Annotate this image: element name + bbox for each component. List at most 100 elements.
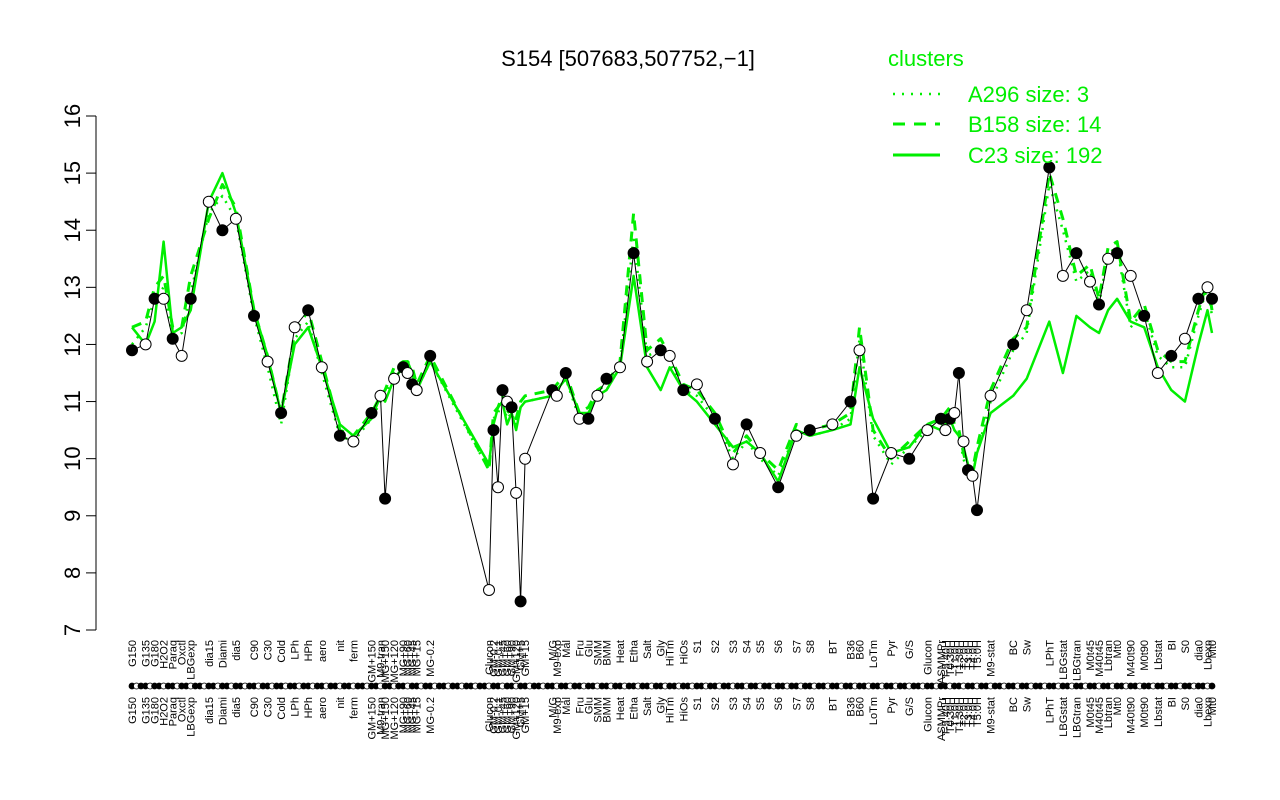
- x-tick-label-lower: GM+150: [367, 697, 379, 740]
- y-tick-label: 11: [60, 390, 85, 413]
- x-tick-label: GM+60: [502, 640, 514, 676]
- data-point: [487, 424, 500, 437]
- data-point: [166, 332, 179, 345]
- x-tick-label: Pyr: [886, 640, 898, 657]
- x-tick-label: BMM: [602, 640, 614, 666]
- x-tick-label-lower: GM+5: [516, 697, 528, 727]
- x-axis: G150G150G135G135G180G180H2O2H2O2ParaqPar…: [127, 639, 1219, 741]
- x-tick-label-lower: GM+45: [498, 697, 510, 733]
- data-point: [948, 407, 961, 419]
- x-tick-label: GM+120: [511, 640, 523, 683]
- x-tick-label: LBGstat: [1058, 640, 1070, 680]
- x-tick-label-lower: Mt0: [1112, 697, 1124, 715]
- data-point: [790, 429, 803, 442]
- x-tick-label-lower: BMM: [602, 697, 614, 723]
- data-point: [803, 424, 816, 437]
- data-point: [690, 378, 703, 391]
- x-tick-label-lower: M40t45: [1094, 697, 1106, 734]
- x-tick-label: S3: [728, 640, 740, 653]
- x-tick-label: MG+90: [398, 640, 410, 676]
- x-tick-label-lower: Glucon: [922, 697, 934, 732]
- x-tick-label-lower: MG+45: [407, 697, 419, 733]
- data-points: [126, 161, 1218, 608]
- data-point: [496, 384, 509, 397]
- x-tick-label-lower: G/S: [904, 697, 916, 716]
- x-tick-label: M40t45: [1094, 640, 1106, 677]
- y-tick-label: 7: [60, 624, 85, 636]
- data-point: [1093, 298, 1105, 311]
- data-point: [740, 418, 753, 431]
- x-tick-label: Mt0: [1207, 640, 1219, 658]
- x-tick-label-lower: LPh: [290, 697, 302, 717]
- x-tick-label: GM+45: [498, 640, 510, 676]
- x-tick-label-lower: Lbtran: [1103, 697, 1115, 728]
- data-point: [492, 481, 504, 494]
- x-tick-label: GM+5: [516, 640, 528, 670]
- x-tick-label: S7: [791, 640, 803, 653]
- data-point: [1138, 309, 1151, 322]
- x-tick-label: H2O2: [159, 640, 171, 669]
- x-tick-label: S0: [1180, 640, 1192, 653]
- data-point: [379, 492, 392, 505]
- data-point: [184, 292, 197, 305]
- x-tick-label-lower: Lbexp: [1203, 697, 1215, 727]
- x-tick-label-lower: Diami: [217, 697, 229, 725]
- x-tick-label-lower: B36: [846, 697, 858, 717]
- x-tick-label-lower: T1.0H: [949, 697, 961, 727]
- x-tick-label: Lbtran: [1103, 640, 1115, 671]
- x-tick-label-lower: C90: [249, 697, 261, 717]
- legend-entry-b158: B158 size: 14: [968, 112, 1101, 137]
- x-tick-label: G135: [141, 640, 153, 667]
- data-point: [519, 452, 532, 465]
- x-tick-label: G180: [150, 640, 162, 667]
- x-tick-label: LPh: [290, 640, 302, 660]
- x-tick-label-lower: S3: [728, 697, 740, 710]
- data-point: [853, 344, 866, 357]
- x-tick-label: Sw: [1022, 640, 1034, 655]
- x-tick-label-lower: nit: [335, 697, 347, 709]
- points-connector-line: [131, 167, 1213, 602]
- data-point: [1020, 304, 1033, 317]
- data-point: [288, 321, 301, 334]
- x-tick-label-lower: T3.0H: [963, 697, 975, 727]
- x-tick-label: G/S: [904, 640, 916, 659]
- x-tick-label: MG+45: [407, 640, 419, 676]
- data-point: [952, 367, 965, 379]
- data-point: [1084, 275, 1096, 288]
- x-tick-label-lower: LBGstat: [1058, 697, 1070, 737]
- x-tick-label-lower: Pyr: [886, 697, 898, 714]
- data-point: [315, 361, 328, 374]
- x-tick-label-lower: HiOs: [678, 697, 690, 722]
- y-tick-label: 9: [60, 510, 85, 522]
- x-tick-label: Mt0: [1112, 640, 1124, 658]
- y-tick-label: 15: [60, 161, 85, 185]
- x-tick-label-lower: S0: [1180, 697, 1192, 710]
- x-tick-label: M40t90: [1126, 640, 1138, 677]
- x-tick-label-lower: HiTm: [665, 697, 677, 723]
- x-tick-label-lower: C30: [263, 697, 275, 717]
- data-point: [374, 389, 387, 402]
- x-tick-label-lower: GM+120: [511, 697, 523, 740]
- x-tick-label: S6: [773, 640, 785, 653]
- x-tick-label-lower: Heat: [615, 697, 627, 720]
- x-tick-label: Gly: [656, 640, 668, 657]
- x-tick-label: M9-exp: [552, 640, 564, 677]
- data-point: [1124, 269, 1137, 282]
- x-tick-label-lower: GM+60: [502, 697, 514, 733]
- x-tick-label: MG+15: [412, 640, 424, 676]
- x-tick-label: G150: [127, 640, 139, 667]
- y-tick-label: 16: [60, 104, 85, 128]
- data-point: [1102, 252, 1115, 265]
- x-tick-label: T5.0H: [972, 640, 984, 670]
- x-tick-label-lower: S8: [805, 697, 817, 710]
- x-tick-label: S1: [692, 640, 704, 653]
- x-tick-label: BC: [1008, 640, 1020, 655]
- x-tick-label: SMM: [592, 640, 604, 666]
- data-point: [483, 584, 495, 596]
- data-point: [754, 447, 767, 459]
- x-tick-label: M0t45: [1085, 640, 1097, 671]
- x-tick-label: Diami: [217, 640, 229, 668]
- y-tick-label: 14: [60, 218, 85, 242]
- x-tick-label-lower: H2O2: [159, 697, 171, 726]
